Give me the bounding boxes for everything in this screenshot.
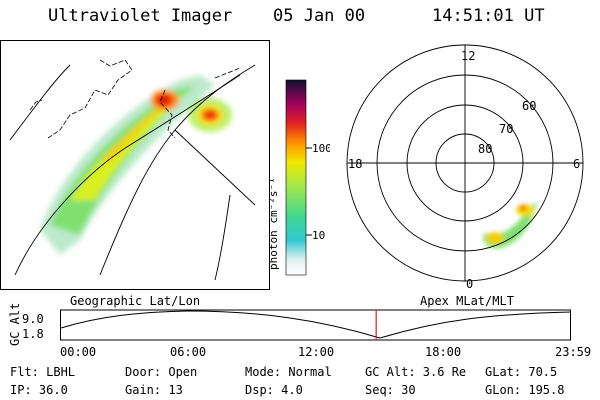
status-door: Door: Open (125, 365, 198, 379)
mlt-label-0: 0 (466, 277, 473, 290)
status-mode: Mode: Normal (245, 365, 332, 379)
polar-mlt-plot: 12 18 6 0 80 70 60 (346, 44, 584, 290)
colorbar-tick-10: 10 (312, 229, 325, 242)
polar-aurora-emission (483, 202, 537, 249)
lat-label-80: 80 (478, 142, 492, 156)
mlt-label-6: 6 (573, 157, 580, 171)
xtick-2359: 23:59 (555, 345, 592, 359)
timeline-ytick-bottom: 1.8 (22, 327, 44, 341)
lat-label-60: 60 (522, 99, 536, 113)
polar-grid (346, 44, 584, 282)
instrument-title: Ultraviolet Imager (48, 6, 233, 26)
altitude-timeline (60, 309, 572, 341)
lat-label-70: 70 (499, 122, 513, 136)
status-gc-alt: GC Alt: 3.6 Re (365, 365, 467, 379)
status-ip: IP: 36.0 (10, 383, 68, 397)
status-dsp: Dsp: 4.0 (245, 383, 303, 397)
altitude-curve (60, 310, 572, 339)
geographic-title: Geographic Lat/Lon (70, 294, 201, 308)
mlt-label-12: 12 (461, 49, 475, 63)
timeline-ytick-top: 9.0 (22, 312, 44, 326)
xtick-0600: 06:00 (170, 345, 207, 359)
status-seq: Seq: 30 (365, 383, 416, 397)
mlt-label-18: 18 (348, 157, 362, 171)
status-glon: GLon: 195.8 (485, 383, 565, 397)
colorbar-tick-100: 100 (312, 142, 330, 155)
status-filter: Flt: LBHL (10, 365, 76, 379)
xtick-0000: 00:00 (60, 345, 97, 359)
apex-title: Apex MLat/MLT (420, 294, 514, 308)
time-label: 14:51:01 UT (432, 6, 545, 26)
timeline-ylabel: GC Alt (8, 302, 22, 346)
coastline (29, 59, 241, 139)
xtick-1800: 18:00 (425, 345, 462, 359)
date-label: 05 Jan 00 (273, 6, 366, 26)
status-glat: GLat: 70.5 (485, 365, 558, 379)
xtick-1200: 12:00 (298, 345, 335, 359)
geographic-aurora-image (0, 40, 270, 290)
map-grid-lines (9, 64, 256, 281)
status-gain: Gain: 13 (125, 383, 183, 397)
colorbar-label: photon cm⁻²s⁻¹ (267, 177, 280, 270)
intensity-colorbar: 100 10 photon cm⁻²s⁻¹ (267, 79, 330, 276)
